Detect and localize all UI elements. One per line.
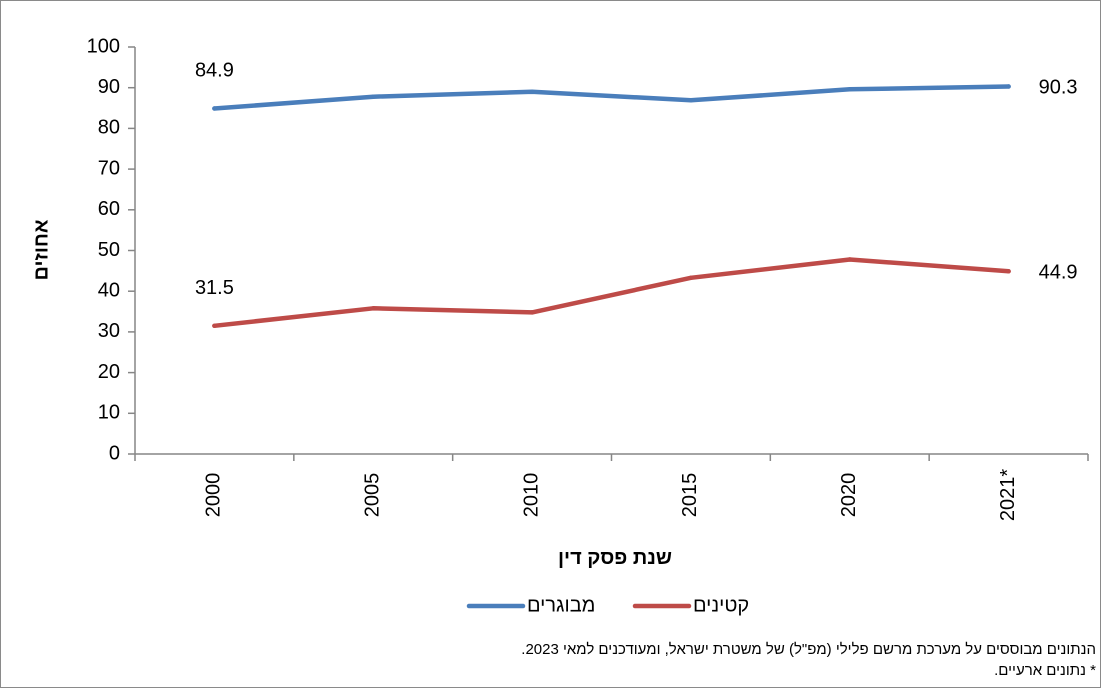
data-point-0-4 bbox=[847, 87, 852, 92]
footnote-source: הנתונים מבוססים על מערכת מרשם פלילי (מפ"… bbox=[521, 641, 1096, 658]
data-point-1-1 bbox=[371, 306, 376, 311]
data-point-0-1 bbox=[371, 94, 376, 99]
data-point-1-2 bbox=[529, 310, 535, 315]
x-tick-label-2000: 2000 bbox=[203, 473, 225, 518]
y-tick-label-70: 70 bbox=[98, 157, 120, 179]
y-tick-label-0: 0 bbox=[109, 442, 120, 464]
y-tick-label-10: 10 bbox=[98, 402, 120, 424]
legend-label-1: קטינים bbox=[693, 594, 749, 616]
data-point-0-2 bbox=[529, 89, 535, 94]
y-tick-label-30: 30 bbox=[98, 320, 120, 342]
data-point-1-3 bbox=[688, 275, 694, 280]
y-tick-label-100: 100 bbox=[87, 35, 120, 57]
y-tick-label-60: 60 bbox=[98, 198, 120, 220]
series-lines bbox=[212, 84, 1011, 329]
y-tick-label-50: 50 bbox=[98, 239, 120, 261]
data-point-1-0 bbox=[212, 323, 217, 328]
y-tick-label-80: 80 bbox=[98, 117, 120, 139]
data-point-0-3 bbox=[688, 98, 694, 103]
data-point-0-5 bbox=[1006, 84, 1011, 89]
legend-label-0: מבוגרים bbox=[527, 594, 595, 616]
legend: מבוגרים קטינים bbox=[466, 594, 749, 616]
y-tick-label-90: 90 bbox=[98, 76, 120, 98]
x-tick-label-2005: 2005 bbox=[362, 473, 384, 518]
y-tick-label-20: 20 bbox=[98, 361, 120, 383]
x-tick-label-2021*: 2021* bbox=[997, 469, 1019, 521]
axes: 0 10 20 30 40 50 60 70 80 90 100 2000 2005 2010 2015 20… bbox=[87, 35, 1089, 521]
y-axis-title: אחוזים bbox=[30, 219, 52, 280]
x-tick-label-2015: 2015 bbox=[679, 473, 701, 518]
footnote-provisional: * נתונים ארעיים. bbox=[994, 662, 1096, 679]
x-tick-label-2020: 2020 bbox=[838, 473, 860, 518]
data-label-last-0: 90.3 bbox=[1039, 76, 1078, 98]
data-label-last-1: 44.9 bbox=[1039, 261, 1078, 283]
labels: 84.9 90.3 31.5 44.9 bbox=[195, 59, 1078, 298]
y-tick-label-40: 40 bbox=[98, 279, 120, 301]
data-label-first-0: 84.9 bbox=[195, 59, 234, 81]
series-line-1 bbox=[212, 257, 1011, 329]
series-line-0 bbox=[212, 84, 1011, 111]
data-point-0-0 bbox=[212, 106, 217, 111]
data-label-first-1: 31.5 bbox=[195, 277, 234, 299]
data-point-1-4 bbox=[847, 257, 852, 262]
data-point-1-5 bbox=[1006, 269, 1011, 274]
x-axis-title: שנת פסק דין bbox=[558, 547, 672, 569]
x-tick-label-2010: 2010 bbox=[520, 473, 542, 518]
